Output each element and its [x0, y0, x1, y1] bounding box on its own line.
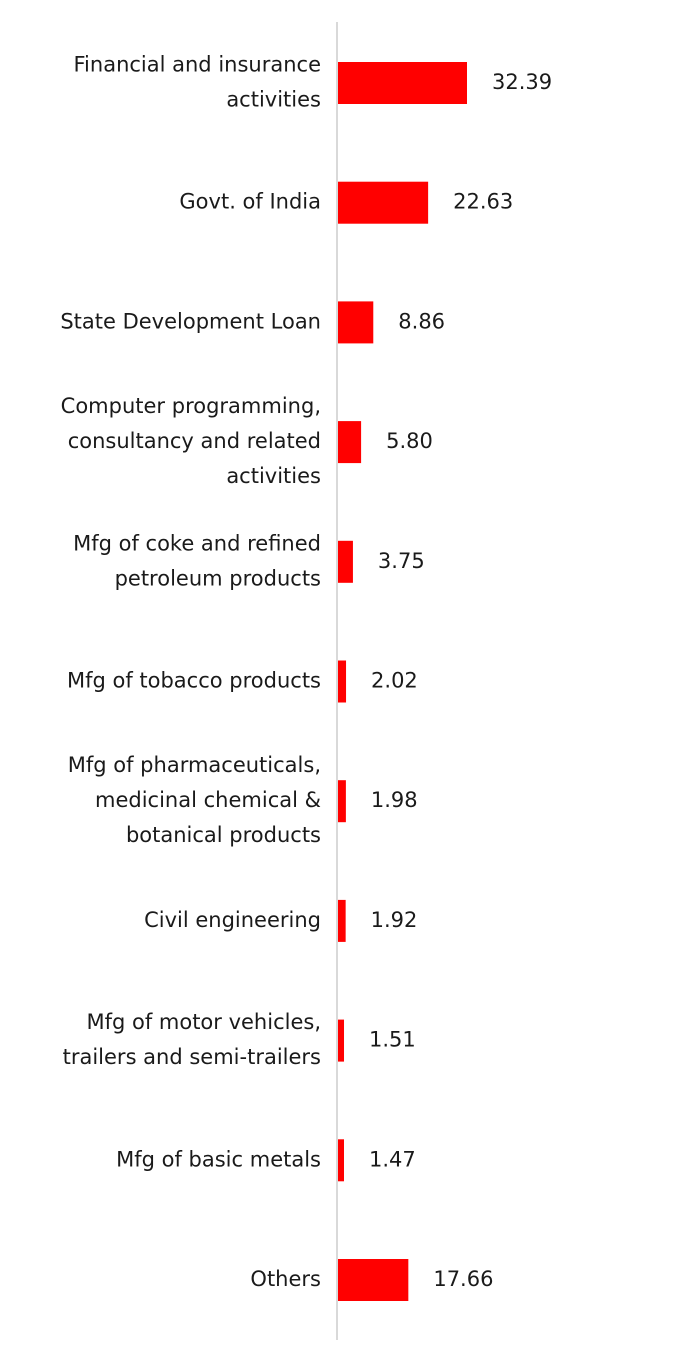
bar-value-label: 1.51 [369, 1028, 416, 1052]
category-label: Financial and insurance [74, 53, 322, 77]
category-label: State Development Loan [60, 309, 321, 333]
bar [338, 1259, 409, 1301]
bar [338, 62, 467, 104]
category-label: consultancy and related [68, 429, 321, 453]
bar-value-label: 1.92 [371, 908, 418, 932]
bar [338, 1139, 344, 1182]
bar [338, 660, 347, 703]
category-label: Others [250, 1267, 321, 1291]
category-label: botanical products [126, 823, 321, 847]
category-label: Mfg of motor vehicles, [86, 1010, 321, 1034]
category-label: Mfg of coke and refined [73, 531, 321, 555]
bar [338, 1019, 345, 1062]
bar [338, 301, 374, 344]
category-label: Mfg of pharmaceuticals, [68, 753, 321, 777]
bar [338, 421, 362, 464]
bar-value-label: 3.75 [378, 549, 425, 573]
bar-value-label: 5.80 [386, 429, 433, 453]
bar [338, 780, 346, 823]
category-label: medicinal chemical & [95, 788, 321, 812]
bar-value-label: 2.02 [371, 669, 418, 693]
category-label: Mfg of tobacco products [67, 669, 321, 693]
category-label: petroleum products [115, 566, 321, 590]
category-label: trailers and semi-trailers [63, 1045, 321, 1069]
bar [338, 181, 429, 224]
category-label: Computer programming, [61, 394, 321, 418]
bar [338, 899, 346, 942]
bar-value-label: 1.98 [371, 788, 418, 812]
category-label: activities [226, 88, 321, 112]
bar [338, 540, 353, 583]
bar-value-label: 32.39 [492, 70, 552, 94]
category-label: activities [226, 464, 321, 488]
bar-value-label: 17.66 [433, 1267, 493, 1291]
bar-value-label: 8.86 [398, 309, 445, 333]
category-label: Mfg of basic metals [116, 1147, 321, 1171]
bar-value-label: 22.63 [453, 190, 513, 214]
category-label: Govt. of India [179, 190, 321, 214]
category-label: Civil engineering [144, 908, 321, 932]
bar-value-label: 1.47 [369, 1147, 416, 1171]
